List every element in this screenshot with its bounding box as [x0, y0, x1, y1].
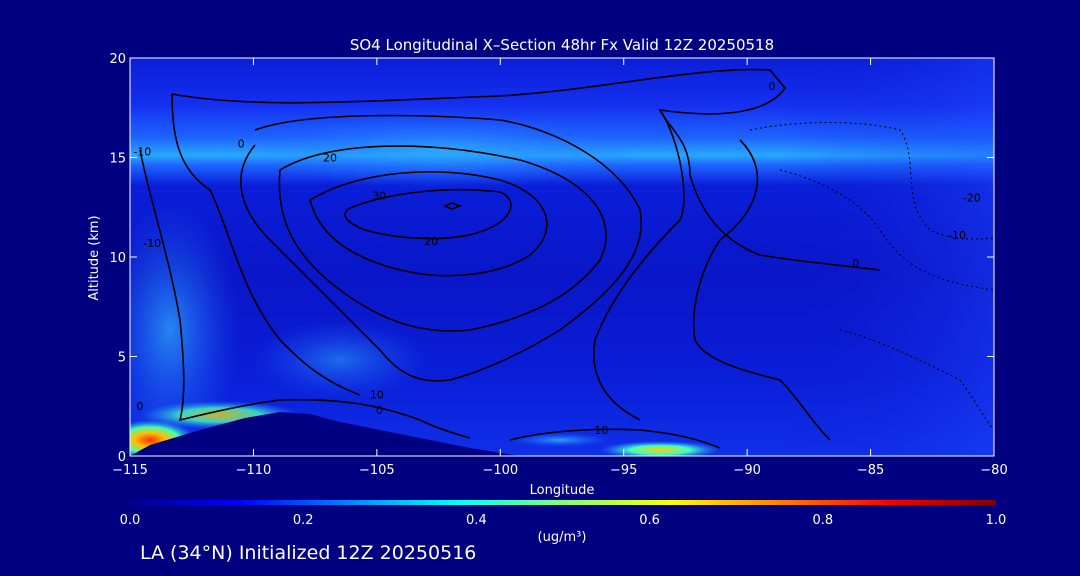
footer-caption: LA (34°N) Initialized 12Z 20250516	[140, 542, 477, 564]
x-tick-label: −115	[112, 463, 148, 478]
colorbar-ticks: 0.0 0.2 0.4 0.6 0.8 1.0	[120, 513, 1007, 528]
colorbar-tick-label: 0.6	[639, 513, 660, 528]
contour-20-outer	[240, 114, 643, 382]
y-tick-label: 10	[109, 251, 126, 266]
contour-labels: 0 10 20 30 20 0 0 0 -20 -10 -10 -10 0 10	[133, 80, 980, 437]
terrain	[130, 412, 520, 456]
contour-neg-lower	[839, 329, 994, 431]
x-tick-label: −105	[359, 463, 395, 478]
y-axis-label: Altitude (km)	[87, 215, 102, 300]
colorbar	[130, 500, 996, 505]
contour-neg-20	[749, 122, 994, 240]
x-tick-label: −85	[857, 463, 884, 478]
x-axis-label: Longitude	[530, 483, 595, 498]
contour-label: 10	[594, 424, 608, 437]
contour-lines-dotted	[749, 122, 994, 431]
x-tick-label: −95	[610, 463, 637, 478]
field-upper-plume	[240, 110, 640, 190]
x-axis: −115 −110 −105 −100 −95 −90 −85 −80	[112, 58, 1008, 478]
field-left-column	[130, 200, 240, 456]
contour-west-inner	[139, 149, 471, 439]
colorbar-tick-label: 0.8	[812, 513, 833, 528]
field-hotspot-east	[600, 441, 720, 456]
contour-label: 10	[370, 388, 384, 401]
x-tick-label: −90	[733, 463, 760, 478]
y-axis: 0 5 10 15 20	[109, 52, 994, 465]
contour-label: -20	[963, 191, 981, 204]
contour-30	[344, 188, 512, 240]
contour-east-column	[593, 109, 685, 421]
x-tick-label: −110	[236, 463, 272, 478]
y-tick-label: 5	[118, 351, 126, 366]
plot-area	[130, 58, 994, 456]
contour-label: 30	[372, 189, 386, 202]
contour-label: 0	[238, 138, 245, 151]
contour-label: 0	[376, 404, 383, 417]
contour-label: 0	[136, 400, 143, 413]
contour-label: 20	[323, 151, 337, 164]
contour-label: 0	[768, 80, 775, 93]
contour-label: -10	[133, 146, 151, 159]
contour-label: 0	[852, 257, 859, 270]
contour-peak	[442, 202, 463, 210]
contour-0-outer	[171, 68, 881, 271]
colorbar-tick-label: 1.0	[986, 513, 1007, 528]
field-right-haze	[780, 58, 994, 456]
contour-label: 20	[424, 235, 438, 248]
contour-20-inner	[278, 145, 607, 332]
contour-surface	[509, 428, 721, 449]
contour-label: -10	[143, 237, 161, 250]
contour-east-lower	[692, 139, 831, 441]
colorbar-unit-label: (ug/m³)	[538, 530, 587, 545]
contour-25	[309, 171, 548, 277]
contour-label: -10	[948, 229, 966, 242]
x-tick-label: −80	[980, 463, 1007, 478]
colorbar-tick-label: 0.4	[466, 513, 487, 528]
colorbar-tick-label: 0.0	[120, 513, 141, 528]
y-tick-label: 15	[109, 152, 126, 167]
contour-lines	[139, 68, 881, 449]
x-tick-label: −100	[482, 463, 518, 478]
field-mid-cloud	[250, 320, 430, 400]
colorbar-tick-label: 0.2	[293, 513, 314, 528]
contour-west-column	[171, 93, 361, 396]
y-tick-label: 20	[109, 52, 126, 67]
field-surface-east	[510, 433, 610, 447]
chart-title: SO4 Longitudinal X–Section 48hr Fx Valid…	[350, 36, 774, 54]
y-tick-label: 0	[118, 450, 126, 465]
